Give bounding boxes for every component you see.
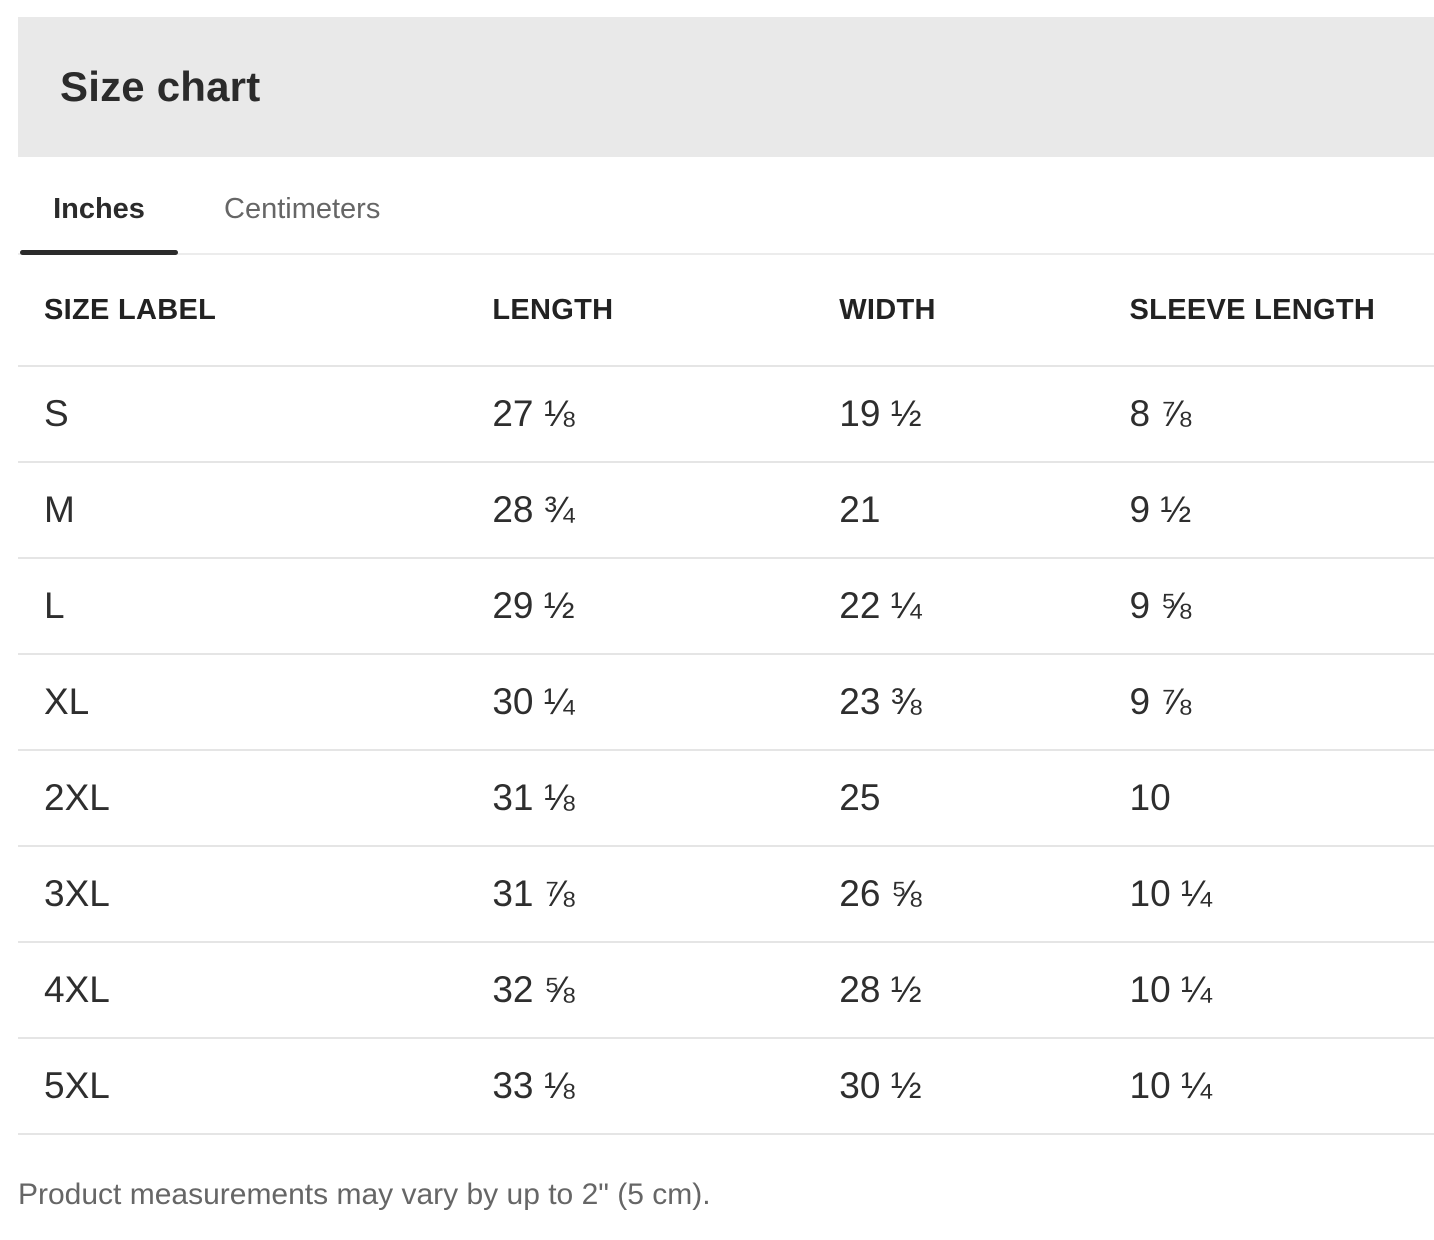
cell-width: 21: [839, 462, 1130, 559]
cell-length: 33 ⅛: [492, 1038, 840, 1135]
column-header-size-label: SIZE LABEL: [18, 255, 493, 367]
cell-sleeve-length: 8 ⅞: [1129, 366, 1434, 463]
cell-size: XL: [18, 654, 493, 751]
cell-length: 30 ¼: [492, 654, 840, 751]
table-row-s: S 27 ⅛ 19 ½ 8 ⅞: [18, 366, 1434, 463]
cell-size: L: [18, 558, 493, 655]
cell-length: 28 ¾: [492, 462, 840, 559]
table-row-l: L 29 ½ 22 ¼ 9 ⅝: [18, 558, 1434, 655]
page-title: Size chart: [60, 63, 261, 110]
header-row: SIZE LABEL LENGTH WIDTH SLEEVE LENGTH: [18, 255, 1434, 367]
column-header-length: LENGTH: [492, 255, 840, 367]
cell-sleeve-length: 10 ¼: [1129, 942, 1434, 1039]
cell-size: M: [18, 462, 493, 559]
size-table-body: S 27 ⅛ 19 ½ 8 ⅞ M 28 ¾ 21 9 ½ L 29 ½ 22 …: [18, 366, 1434, 1135]
cell-sleeve-length: 10 ¼: [1129, 1038, 1434, 1135]
cell-size: S: [18, 366, 493, 463]
table-row-5xl: 5XL 33 ⅛ 30 ½ 10 ¼: [18, 1038, 1434, 1135]
table-row-3xl: 3XL 31 ⅞ 26 ⅝ 10 ¼: [18, 846, 1434, 943]
cell-sleeve-length: 10: [1129, 750, 1434, 847]
cell-width: 26 ⅝: [839, 846, 1130, 943]
table-row-2xl: 2XL 31 ⅛ 25 10: [18, 750, 1434, 847]
cell-size: 3XL: [18, 846, 493, 943]
column-header-width: WIDTH: [839, 255, 1130, 367]
unit-tabs: Inches Centimeters: [18, 157, 1434, 255]
cell-size: 2XL: [18, 750, 493, 847]
cell-length: 29 ½: [492, 558, 840, 655]
size-table: SIZE LABEL LENGTH WIDTH SLEEVE LENGTH S …: [18, 255, 1434, 1135]
size-chart-content: Size chart Inches Centimeters SIZE LABEL…: [18, 17, 1434, 1212]
table-row-xl: XL 30 ¼ 23 ⅜ 9 ⅞: [18, 654, 1434, 751]
table-row-4xl: 4XL 32 ⅝ 28 ½ 10 ¼: [18, 942, 1434, 1039]
cell-length: 32 ⅝: [492, 942, 840, 1039]
cell-size: 4XL: [18, 942, 493, 1039]
cell-sleeve-length: 9 ⅝: [1129, 558, 1434, 655]
cell-width: 28 ½: [839, 942, 1130, 1039]
cell-width: 23 ⅜: [839, 654, 1130, 751]
cell-sleeve-length: 10 ¼: [1129, 846, 1434, 943]
tab-centimeters[interactable]: Centimeters: [224, 193, 381, 225]
cell-length: 31 ⅛: [492, 750, 840, 847]
cell-length: 31 ⅞: [492, 846, 840, 943]
size-chart-header: Size chart: [18, 17, 1434, 157]
cell-width: 22 ¼: [839, 558, 1130, 655]
cell-sleeve-length: 9 ½: [1129, 462, 1434, 559]
table-row-m: M 28 ¾ 21 9 ½: [18, 462, 1434, 559]
cell-width: 19 ½: [839, 366, 1130, 463]
column-header-sleeve-length: SLEEVE LENGTH: [1129, 255, 1434, 367]
cell-size: 5XL: [18, 1038, 493, 1135]
cell-length: 27 ⅛: [492, 366, 840, 463]
tab-inches[interactable]: Inches: [20, 157, 178, 255]
measurement-note: Product measurements may vary by up to 2…: [18, 1178, 711, 1211]
cell-width: 30 ½: [839, 1038, 1130, 1135]
cell-width: 25: [839, 750, 1130, 847]
cell-sleeve-length: 9 ⅞: [1129, 654, 1434, 751]
size-table-head: SIZE LABEL LENGTH WIDTH SLEEVE LENGTH: [18, 255, 1434, 367]
